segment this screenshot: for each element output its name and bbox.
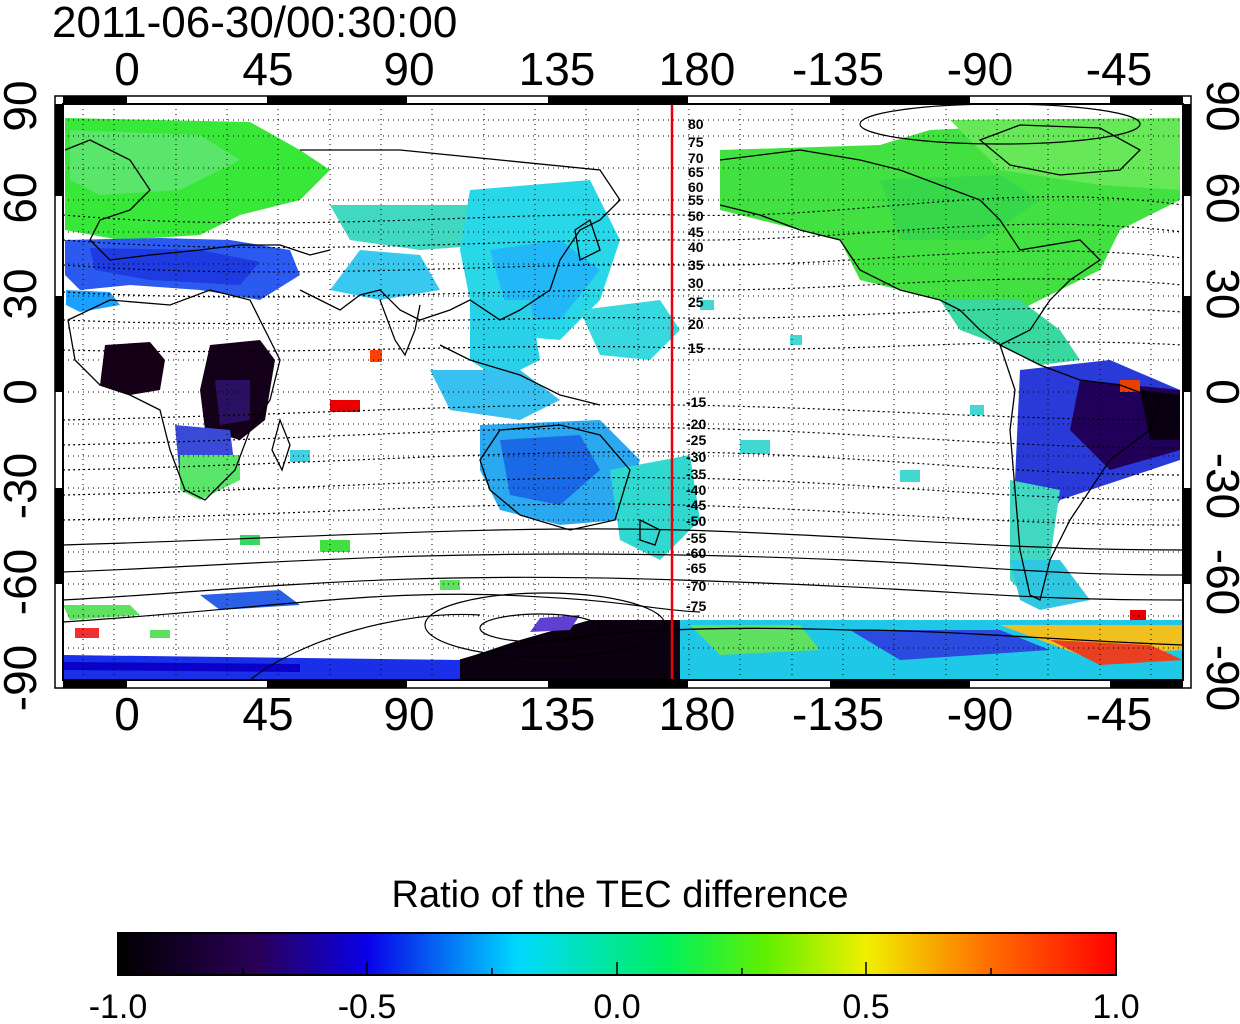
bottom-lon-label: 0 [114,688,140,740]
top-lon-label: -45 [1086,43,1152,95]
frame-bars [55,96,1191,688]
coastlines [64,124,1183,661]
timestamp-title: 2011-06-30/00:30:00 [52,0,458,47]
contour-label-north: 45 [688,224,704,240]
contour-label-north: 20 [688,316,704,332]
contour-label-north: 25 [688,294,704,310]
left-lat-label: 60 [0,172,46,223]
contour-label-north: 15 [688,340,704,356]
colorbar-tick-label: -0.5 [338,988,397,1024]
left-lat-label: 90 [0,80,46,131]
contour-label-south: -40 [686,482,706,498]
contour-label-south: -70 [686,578,706,594]
colorbar-tick-label: -1.0 [89,988,148,1024]
left-lat-label: -30 [0,453,46,519]
contour-label-south: -20 [686,416,706,432]
left-lat-label: 30 [0,268,46,319]
graticule [63,104,1183,680]
right-lat-label: 90 [1197,80,1240,131]
bottom-lon-label: 45 [242,688,293,740]
contour-label-south: -30 [686,449,706,465]
contour-label-south: -45 [686,497,706,513]
colorbar [117,932,1117,976]
colorbar-tick-labels: -1.0 -0.5 0.0 0.5 1.0 [89,988,1140,1024]
bottom-lon-label: 135 [519,688,596,740]
right-lat-label: 0 [1197,379,1240,405]
bottom-lon-label: -90 [947,688,1013,740]
right-lat-label: -30 [1197,453,1240,519]
left-lat-label: 0 [0,379,46,405]
contour-label-south: -60 [686,545,706,561]
tec-data-layer [63,118,1183,680]
contour-label-south: -55 [686,530,706,546]
right-lat-label: -60 [1197,549,1240,615]
top-lon-label: -90 [947,43,1013,95]
bottom-lon-label: -45 [1086,688,1152,740]
top-lon-label: 90 [383,43,434,95]
right-lat-label: -90 [1197,645,1240,711]
contour-label-north: 40 [688,239,704,255]
contour-label-north: 65 [688,164,704,180]
contour-label-south: -25 [686,432,706,448]
contour-label-south: -50 [686,513,706,529]
top-lon-label: 45 [242,43,293,95]
colorbar-tick-label: 1.0 [1092,988,1139,1024]
top-lon-label: 135 [519,43,596,95]
contour-label-north: 75 [688,134,704,150]
axis-labels: 0 45 90 135 180 -135 -90 -45 0 45 90 135 180 -135 -90 -… [0,43,1240,740]
left-lat-label: -90 [0,645,46,711]
bottom-lon-label: 180 [659,688,736,740]
colorbar-ticks [242,962,992,975]
bottom-lon-label: 90 [383,688,434,740]
contour-label-south: -15 [686,394,706,410]
right-lat-label: 30 [1197,268,1240,319]
contour-label-north: 55 [688,192,704,208]
bottom-lon-label: -135 [792,688,884,740]
contour-label-north: 80 [688,116,704,132]
contour-label-north: 70 [688,150,704,166]
contour-label-south: -65 [686,560,706,576]
top-lon-label: 0 [114,43,140,95]
contour-label-north: 30 [688,275,704,291]
top-lon-label: 180 [659,43,736,95]
contour-label-north: 35 [688,257,704,273]
left-lat-label: -60 [0,549,46,615]
colorbar-title: Ratio of the TEC difference [391,874,849,916]
top-lon-label: -135 [792,43,884,95]
colorbar-tick-label: 0.5 [842,988,889,1024]
right-lat-label: 60 [1197,172,1240,223]
contour-label-north: 60 [688,179,704,195]
contour-label-south: -35 [686,466,706,482]
contour-label-south: -75 [686,598,706,614]
colorbar-tick-label: 0.0 [593,988,640,1024]
magnetic-contours [63,104,1183,680]
contour-label-north: 50 [688,208,704,224]
